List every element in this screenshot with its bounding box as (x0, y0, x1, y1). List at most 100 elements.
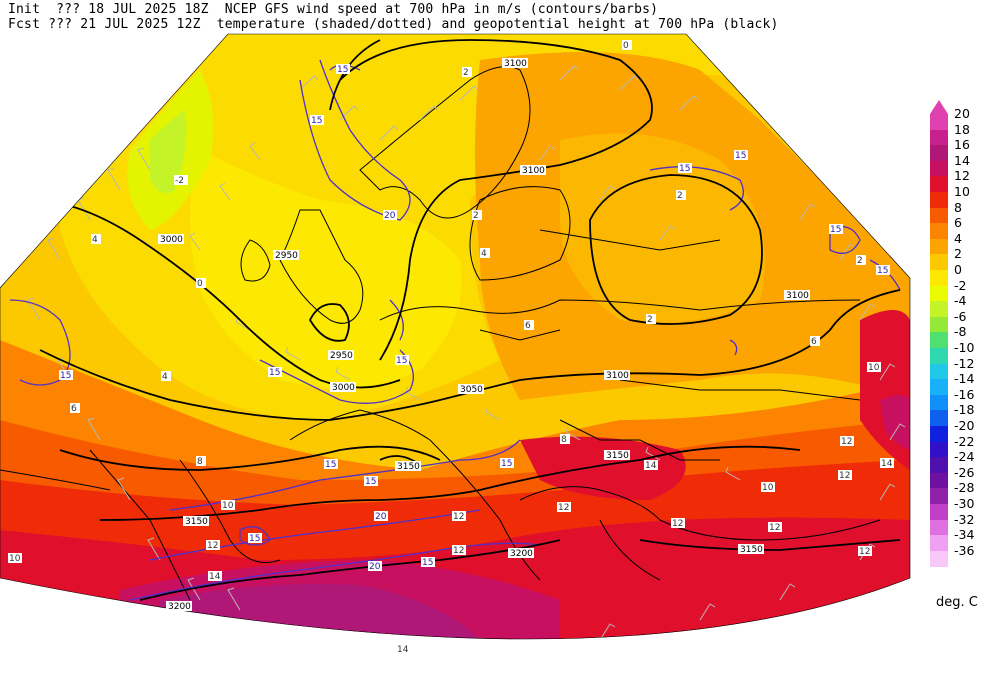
legend-label: -18 (954, 402, 975, 418)
legend-label: -32 (954, 511, 975, 527)
legend-swatch (930, 254, 948, 271)
temperature-label: 14 (209, 572, 221, 582)
legend-swatch (930, 129, 948, 146)
legend-swatch (930, 519, 948, 536)
legend-top-arrow (930, 100, 948, 114)
legend-swatch (930, 550, 948, 567)
legend-label: -2 (954, 277, 967, 293)
legend-label: -24 (954, 449, 975, 465)
temperature-label: 4 (92, 235, 98, 245)
temperature-label: 12 (859, 547, 870, 557)
legend-label: 14 (954, 152, 970, 168)
legend-label: -26 (954, 464, 975, 480)
wind-label: 15 (311, 116, 322, 126)
legend-swatch (930, 379, 948, 396)
legend-swatch (930, 441, 948, 458)
wind-label: 15 (249, 534, 260, 544)
wind-label: 20 (384, 211, 396, 221)
wind-label: 15 (337, 65, 348, 75)
temperature-labels: 0 2 -2 2 2 4 4 2 0 2 4 6 6 6 8 8 10 10 1… (8, 40, 894, 655)
temperature-label: 2 (677, 191, 683, 201)
height-label: 3200 (510, 549, 533, 559)
legend-label: -10 (954, 340, 975, 355)
temperature-label: 8 (561, 435, 567, 445)
height-label: 3100 (522, 166, 545, 176)
legend-swatch (930, 363, 948, 380)
temperature-label: 10 (9, 554, 21, 564)
forecast-valid-header: Fcst ??? 21 JUL 2025 12Z temperature (sh… (8, 17, 779, 32)
legend-swatch (930, 488, 948, 505)
legend-swatch (930, 535, 948, 552)
height-label: 3150 (606, 451, 629, 461)
temperature-label: -2 (175, 176, 184, 186)
legend-swatch (930, 457, 948, 474)
legend-label: -4 (954, 293, 967, 309)
coastlines (0, 66, 881, 601)
legend-swatch (930, 472, 948, 489)
legend-label: -14 (954, 371, 975, 387)
wind-labels: 15 15 15 15 15 15 20 15 15 15 15 15 15 2… (59, 64, 890, 572)
wind-label: 15 (60, 371, 71, 381)
legend-label: 16 (954, 137, 970, 153)
wind-label: 15 (365, 477, 376, 487)
wind-label: 15 (396, 356, 407, 366)
legend-swatch (930, 223, 948, 240)
legend-swatch (930, 160, 948, 177)
legend-label: 10 (954, 184, 970, 199)
temperature-label: 12 (207, 541, 218, 551)
temperature-label: 12 (839, 471, 850, 481)
legend-label: 8 (954, 199, 962, 215)
legend-units: deg. C (936, 595, 978, 610)
temperature-label: 2 (463, 68, 469, 78)
temperature-label: 2 (473, 211, 479, 221)
temperature-label: 6 (525, 321, 531, 331)
weather-map: 3100 3100 3000 2950 2950 3000 3050 3100 … (0, 33, 911, 655)
legend-label: -36 (954, 542, 975, 558)
legend-label: -28 (954, 480, 975, 496)
legend-label: -12 (954, 355, 975, 371)
temperature-label: 10 (868, 363, 880, 373)
legend-swatch (930, 316, 948, 333)
legend-label: 2 (954, 246, 962, 262)
temperature-label: 12 (841, 437, 852, 447)
temperature-label: 14 (881, 459, 893, 469)
legend-label: 0 (954, 262, 962, 277)
legend-swatch (930, 270, 948, 287)
wind-label: 15 (735, 151, 746, 161)
temperature-label: 12 (672, 519, 683, 529)
legend-swatch (930, 145, 948, 162)
temperature-label: 10 (762, 483, 774, 493)
wind-label: 20 (369, 562, 381, 572)
wind-label: 20 (375, 512, 387, 522)
wind-label: 15 (422, 558, 433, 568)
legend-swatch (930, 394, 948, 411)
temperature-label: 0 (623, 41, 629, 51)
temperature-label: 12 (453, 546, 464, 556)
height-label: 3050 (460, 385, 483, 395)
legend-label: -20 (954, 418, 975, 433)
legend-label: -34 (954, 527, 975, 543)
legend-swatch (930, 192, 948, 209)
legend-swatch (930, 238, 948, 255)
wind-label: 15 (679, 164, 690, 174)
legend-label: -6 (954, 308, 967, 324)
temperature-label: 14 (645, 461, 657, 471)
legend-label: -30 (954, 496, 975, 511)
temperature-label: 12 (453, 512, 464, 522)
temperature-label: 12 (769, 523, 780, 533)
wind-label: 15 (269, 368, 280, 378)
legend-swatch (930, 332, 948, 349)
temperature-label: 2 (857, 256, 863, 266)
legend-label: 4 (954, 230, 962, 246)
temperature-label: 4 (162, 372, 168, 382)
height-label: 3000 (332, 383, 355, 393)
temperature-label: 14 (397, 645, 409, 655)
height-label: 3200 (168, 602, 191, 612)
height-label: 2950 (330, 351, 353, 361)
legend-label: 6 (954, 215, 962, 231)
height-label: 3100 (606, 371, 629, 381)
height-label: 2950 (275, 251, 298, 261)
temperature-label: 4 (481, 249, 487, 259)
height-label: 3150 (397, 462, 420, 472)
height-label: 3100 (786, 291, 809, 301)
